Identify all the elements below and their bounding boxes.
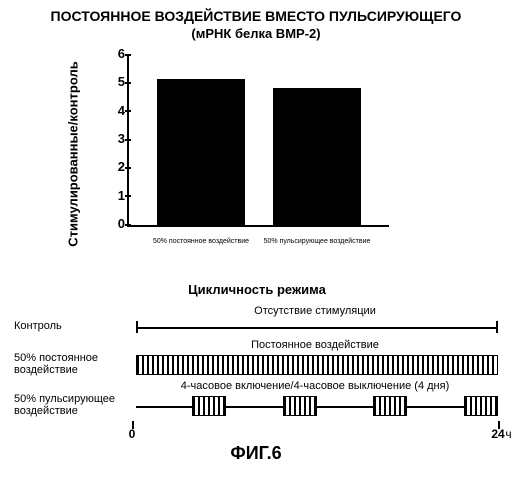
bar-fill: [157, 79, 245, 225]
control-line: [136, 327, 498, 329]
y-tick: 1: [101, 188, 125, 203]
axis-unit: ч: [505, 427, 511, 441]
bars-container: 50% постоянное воздействие 50% пульсирующ…: [129, 55, 389, 225]
bar-label: 50% постоянное воздействие: [146, 238, 256, 245]
bar: 50% пульсирующее воздействие: [273, 88, 361, 225]
axis-tick-label: 24: [491, 427, 504, 441]
control-cap-left: [136, 321, 138, 333]
pulsed-track: [136, 396, 498, 416]
subtitle: (мРНК белка BMP-2): [14, 26, 498, 41]
control-cap-right: [496, 321, 498, 333]
plot-area: 50% постоянное воздействие 50% пульсирующ…: [127, 55, 389, 227]
figure-page: ПОСТОЯННОЕ ВОЗДЕЙСТВИЕ ВМЕСТО ПУЛЬСИРУЮЩ…: [0, 0, 512, 500]
pulse-block: [192, 396, 226, 416]
y-tick: 6: [101, 46, 125, 61]
constant-caption: Постоянное воздействие: [132, 339, 498, 351]
main-title: ПОСТОЯННОЕ ВОЗДЕЙСТВИЕ ВМЕСТО ПУЛЬСИРУЮЩ…: [14, 8, 498, 24]
bar-fill: [273, 88, 361, 225]
pulsed-label: 50% пульсирующее воздействие: [14, 394, 136, 417]
y-axis-label: Стимулированные/контроль: [66, 61, 81, 246]
time-axis: 024ч: [132, 421, 498, 439]
y-tick: 2: [101, 159, 125, 174]
y-tick: 0: [101, 216, 125, 231]
constant-track: [136, 355, 498, 375]
control-label: Контроль: [14, 321, 136, 333]
constant-subcaption: 4-часовое включение/4-часовое выключение…: [132, 380, 498, 392]
axis-tick-label: 0: [129, 427, 136, 441]
y-tick: 3: [101, 131, 125, 146]
timeline-section: Отсутствие стимуляции Контроль Постоянно…: [14, 305, 498, 439]
control-track: [136, 319, 498, 335]
constant-bar: [136, 355, 498, 375]
x-axis-label: Цикличность режима: [127, 282, 387, 297]
pulse-block: [464, 396, 498, 416]
pulse-block: [283, 396, 317, 416]
bar: 50% постоянное воздействие: [157, 79, 245, 225]
figure-label: ФИГ.6: [14, 443, 498, 464]
control-row: Контроль: [14, 319, 498, 335]
pulse-block: [373, 396, 407, 416]
control-caption: Отсутствие стимуляции: [132, 305, 498, 317]
constant-label: 50% постоянное воздействие: [14, 353, 136, 376]
pulsed-row: 50% пульсирующее воздействие: [14, 394, 498, 417]
y-tick: 4: [101, 103, 125, 118]
time-axis-row: 024ч: [14, 421, 498, 439]
bar-chart: Стимулированные/контроль 50% постоянное …: [81, 49, 431, 259]
constant-row: 50% постоянное воздействие: [14, 353, 498, 376]
bar-label: 50% пульсирующее воздействие: [262, 238, 372, 245]
y-tick: 5: [101, 74, 125, 89]
pulsed-baseline: [136, 406, 498, 408]
